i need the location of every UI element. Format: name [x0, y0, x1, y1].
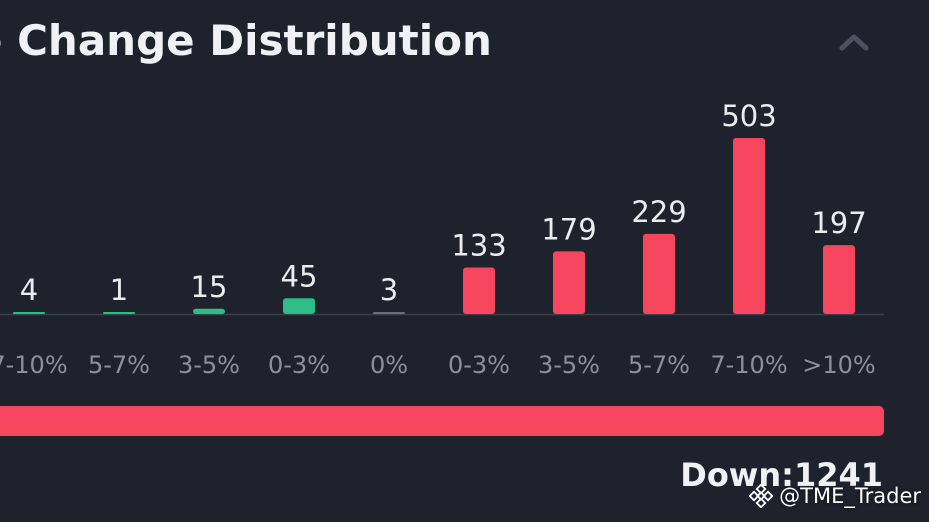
bar-value-label: 4 [20, 273, 38, 307]
bar-value-label: 229 [631, 195, 686, 229]
x-tick-label: 5-7% [628, 351, 690, 379]
up-down-ratio-bar [0, 406, 884, 436]
down-count-label: Down:1241 [680, 456, 883, 494]
bar-5[interactable] [463, 267, 495, 314]
bar-1[interactable] [103, 312, 135, 314]
bar-7[interactable] [643, 233, 675, 314]
bar-6[interactable] [553, 251, 585, 314]
watermark: @TME_Trader [749, 484, 921, 508]
x-tick-label: 3-5% [178, 351, 240, 379]
binance-diamond-icon [749, 484, 774, 508]
chevron-up-icon [839, 34, 869, 51]
bar-value-label: 45 [281, 259, 318, 293]
bar-8[interactable] [733, 138, 765, 314]
bar-4[interactable] [373, 312, 405, 314]
bar-value-label: 197 [811, 206, 866, 240]
x-tick-label: 0-3% [268, 351, 330, 379]
page-title: e Change Distribution [0, 16, 492, 65]
x-tick-label: 5-7% [88, 351, 150, 379]
x-tick-label: 7-10% [710, 351, 787, 379]
bar-value-label: 133 [451, 228, 506, 262]
x-tick-label: 0-3% [448, 351, 510, 379]
x-tick-label: >10% [802, 351, 875, 379]
bar-value-label: 179 [541, 212, 596, 246]
bar-0[interactable] [13, 312, 45, 314]
distribution-bar-chart: 4 7-10% 1 5-7% 15 3-5% 45 0-3% 3 0% 133 0-3% 179 3-5%… [0, 99, 884, 379]
x-tick-label: 0% [370, 351, 408, 379]
bar-value-label: 503 [721, 99, 776, 133]
bar-value-label: 1 [110, 273, 128, 307]
bar-9[interactable] [823, 245, 855, 314]
watermark-text: @TME_Trader [779, 484, 921, 508]
bar-3[interactable] [283, 298, 315, 314]
bar-value-label: 3 [380, 273, 398, 307]
collapse-button[interactable] [836, 28, 872, 56]
bar-value-label: 15 [191, 270, 228, 304]
x-tick-label: 3-5% [538, 351, 600, 379]
down-ratio-segment [0, 406, 884, 436]
bar-2[interactable] [193, 308, 225, 314]
x-tick-label: 7-10% [0, 351, 68, 379]
